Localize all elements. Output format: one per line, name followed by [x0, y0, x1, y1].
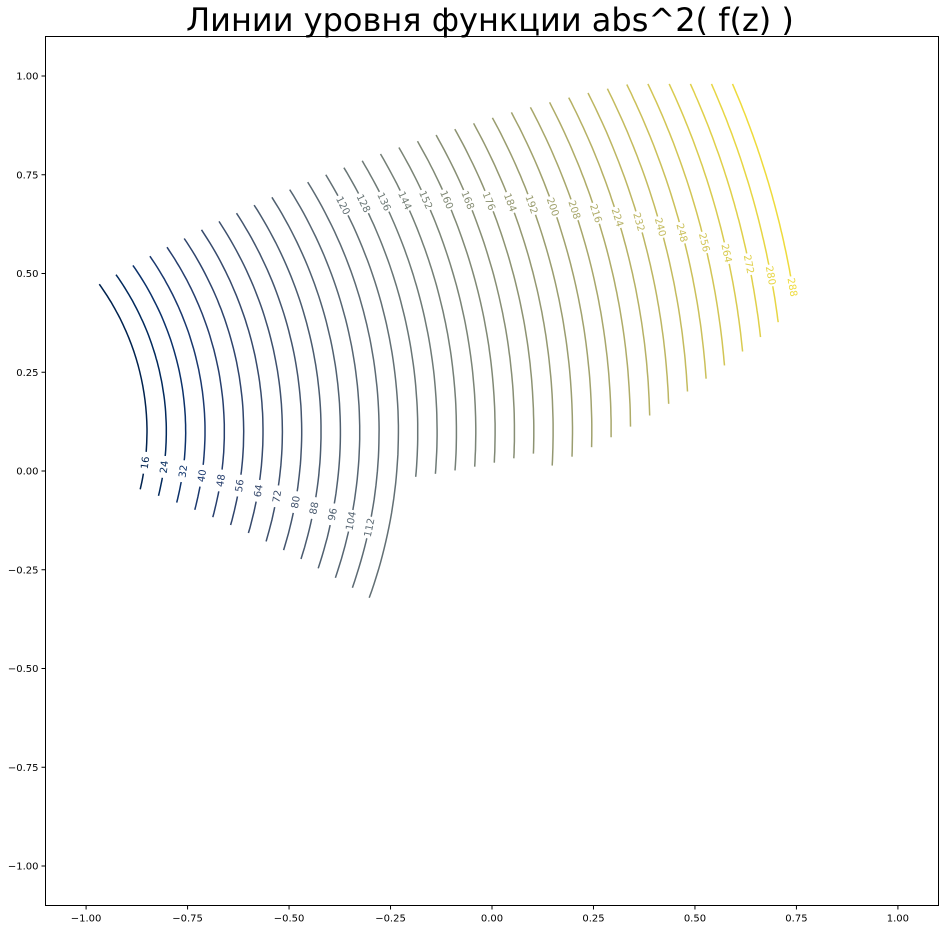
- contour-label-gap: [174, 459, 192, 484]
- contour-label-56: 56: [234, 479, 247, 493]
- contour-label-gap: [323, 502, 342, 527]
- contour-label-gap: [436, 186, 458, 213]
- contour-label-gap: [352, 190, 375, 217]
- contour-label-gap: [286, 490, 305, 515]
- contour-label-gap: [249, 478, 267, 503]
- contour-line-232: [587, 92, 670, 404]
- contour-label-88: 88: [308, 501, 321, 516]
- x-tick-label: 0.50: [684, 914, 706, 925]
- contour-label-280: 280: [763, 265, 777, 286]
- contour-line-272: [689, 83, 762, 338]
- x-tick-label: 0.25: [582, 914, 604, 925]
- contour-label-gap: [155, 455, 173, 479]
- contour-label-104: 104: [345, 511, 359, 532]
- contour-label-72: 72: [271, 489, 284, 503]
- contour-label-gap: [268, 484, 286, 509]
- contour-label-216: 216: [587, 203, 603, 225]
- y-tick-label: −1.00: [8, 862, 39, 873]
- contour-line-168: [435, 134, 516, 459]
- y-axis: −1.00 −0.75 −0.50 −0.25 0.00 0.25 0.50 0.75 1.00: [8, 72, 46, 873]
- contour-label-gap: [650, 214, 671, 240]
- x-tick-label: 0.75: [785, 914, 807, 925]
- contour-line-192: [491, 117, 574, 457]
- contour-label-gap: [415, 186, 437, 213]
- x-tick-label: 1.00: [887, 914, 909, 925]
- contour-label-gap: [695, 230, 714, 255]
- y-tick-label: −0.50: [8, 664, 39, 675]
- contour-label-264: 264: [718, 243, 733, 264]
- contour-line-224: [568, 97, 651, 416]
- y-tick-label: 1.00: [16, 72, 38, 83]
- contour-label-48: 48: [215, 474, 228, 488]
- x-tick-label: −0.25: [375, 914, 406, 925]
- y-tick-label: −0.75: [8, 763, 39, 774]
- contour-label-gap: [499, 189, 521, 216]
- contour-label-40: 40: [196, 469, 209, 483]
- y-tick-label: −0.25: [8, 565, 39, 576]
- contour-line-200: [510, 112, 593, 448]
- contour-label-gap: [717, 240, 736, 266]
- contour-label-gap: [212, 468, 230, 493]
- x-tick-label: −0.75: [172, 914, 203, 925]
- contour-label-gap: [193, 463, 211, 488]
- contour-label-232: 232: [630, 211, 646, 232]
- x-axis: −1.00 −0.75 −0.50 −0.25 0.00 0.25 0.50 0.75 1.00: [71, 905, 909, 925]
- contour-label-112: 112: [363, 517, 378, 538]
- contour-lines: [98, 83, 794, 599]
- contour-line-240: [606, 88, 689, 392]
- contour-label-gap: [521, 191, 543, 218]
- contour-label-gap: [586, 200, 607, 226]
- contour-label-32: 32: [178, 464, 191, 478]
- contour-label-248: 248: [673, 222, 688, 243]
- x-tick-label: 0.00: [481, 914, 503, 925]
- contour-label-272: 272: [741, 254, 755, 275]
- x-tick-label: −0.50: [274, 914, 305, 925]
- contour-label-gap: [672, 220, 692, 246]
- contour-label-24: 24: [159, 460, 172, 474]
- contour-label-gap: [373, 188, 396, 215]
- chart-title: Линии уровня функции abs^2( f(z) ): [186, 1, 794, 39]
- contour-label-gap: [740, 252, 759, 277]
- contour-label-gap: [230, 473, 248, 498]
- contour-line-256: [647, 83, 726, 366]
- contour-label-256: 256: [696, 232, 711, 253]
- y-tick-label: 0.25: [16, 368, 38, 379]
- y-tick-label: 0.00: [16, 467, 38, 478]
- contour-label-gap: [762, 263, 780, 288]
- contour-label-gap: [360, 515, 379, 540]
- contour-label-gap: [457, 187, 479, 213]
- contour-label-16: 16: [140, 456, 152, 470]
- contour-label-64: 64: [253, 484, 266, 498]
- contour-label-gap: [783, 275, 802, 300]
- contour-line-216: [548, 101, 632, 427]
- contour-line-176: [454, 128, 535, 454]
- contour-label-gap: [136, 451, 154, 475]
- contour-label-gap: [564, 197, 585, 223]
- contour-label-gap: [542, 194, 564, 220]
- contour-label-gap: [607, 204, 628, 230]
- contour-line-208: [529, 106, 612, 438]
- contour-line-120: [325, 174, 400, 599]
- contour-line-264: [668, 83, 744, 352]
- contour-label-224: 224: [609, 207, 625, 228]
- contour-label-gap: [394, 187, 416, 214]
- contour-label-gap: [341, 508, 360, 533]
- contour-label-gap: [629, 209, 649, 235]
- y-tick-label: 0.50: [16, 269, 38, 280]
- y-tick-label: 0.75: [16, 170, 38, 181]
- contour-label-96: 96: [327, 507, 340, 522]
- contour-label-288: 288: [785, 277, 799, 298]
- contour-label-gap: [305, 496, 323, 521]
- contour-label-gap: [478, 188, 500, 214]
- contour-label-80: 80: [290, 495, 303, 509]
- x-tick-label: −1.00: [71, 914, 102, 925]
- contour-label-gap: [331, 192, 355, 219]
- contour-line-288: [731, 83, 794, 292]
- contour-line-128: [343, 167, 419, 477]
- contour-label-240: 240: [652, 217, 668, 238]
- contour-line-184: [472, 122, 554, 466]
